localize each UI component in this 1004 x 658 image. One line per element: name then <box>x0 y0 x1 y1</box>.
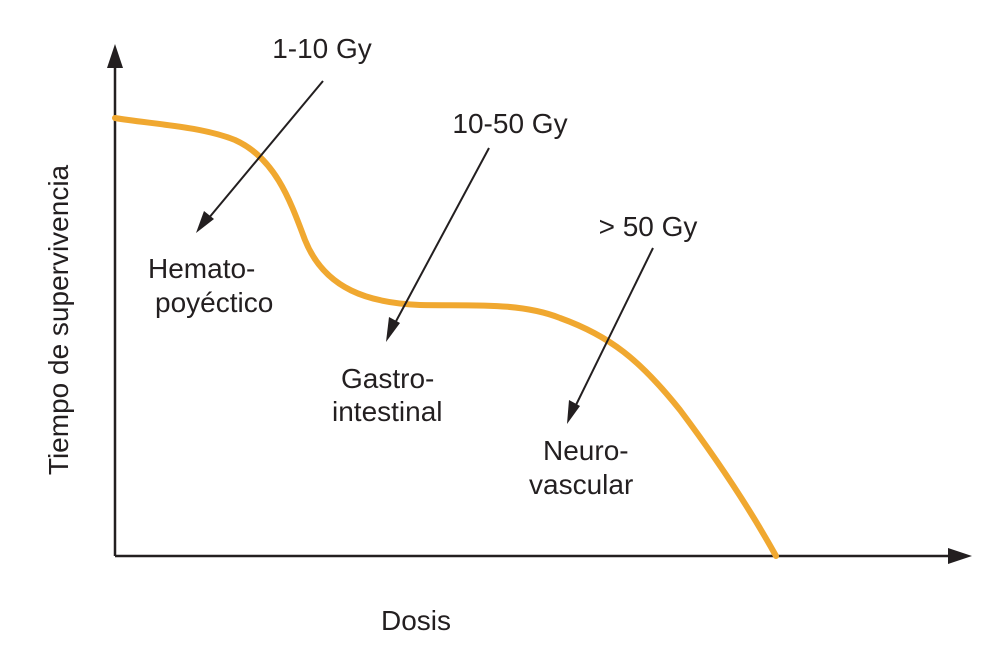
arrow-hemato-head <box>196 211 214 233</box>
arrow-neuro <box>574 247 654 408</box>
arrow-gastro <box>393 147 490 326</box>
x-axis-title: Dosis <box>381 605 451 636</box>
syndrome-label-1-line1: Hemato- <box>148 253 255 284</box>
syndrome-label-3-line1: Neuro- <box>543 435 629 466</box>
dose-label-2: 10-50 Gy <box>452 108 567 139</box>
arrow-gastro-head <box>386 317 400 342</box>
syndrome-label-2-line1: Gastro- <box>341 363 434 394</box>
y-axis-arrow <box>107 44 123 68</box>
axes <box>107 44 972 564</box>
x-axis-arrow <box>948 548 972 564</box>
arrow-hemato <box>207 80 324 220</box>
arrow-neuro-head <box>567 400 580 424</box>
survival-curve <box>112 115 779 559</box>
y-axis-title: Tiempo de supervivencia <box>43 164 74 475</box>
dose-label-1: 1-10 Gy <box>272 33 372 64</box>
syndrome-label-1-line2: poyéctico <box>155 287 273 318</box>
syndrome-label-2-line2: intestinal <box>332 396 443 427</box>
arrows <box>196 80 654 424</box>
syndrome-label-3-line2: vascular <box>529 469 633 500</box>
dose-label-3: > 50 Gy <box>599 211 698 242</box>
